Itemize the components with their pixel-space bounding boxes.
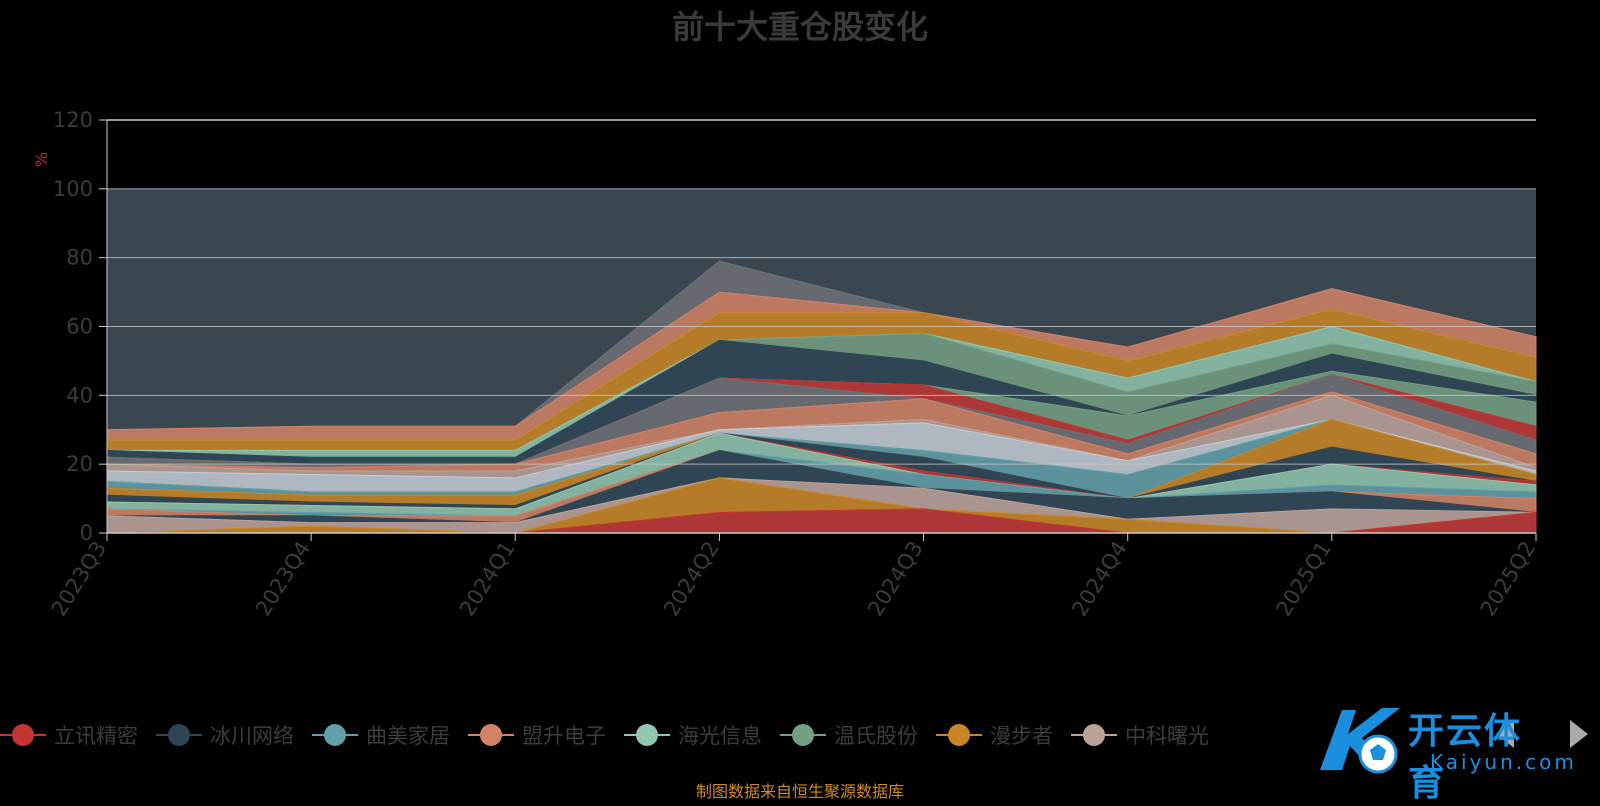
legend-label: 立讯精密 bbox=[54, 724, 138, 748]
legend-marker-icon bbox=[468, 723, 514, 747]
x-tick-labels: 2023Q3 2023Q4 2024Q1 2024Q2 2024Q3 2024Q4 2025… bbox=[47, 537, 1541, 620]
legend-item[interactable]: 立讯精密 bbox=[0, 720, 138, 750]
legend-item[interactable]: 曲美家居 bbox=[312, 720, 450, 750]
legend-label: 漫步者 bbox=[990, 724, 1053, 748]
legend-marker-icon bbox=[156, 723, 202, 747]
legend-label: 盟升电子 bbox=[522, 724, 606, 748]
legend-marker-icon bbox=[780, 723, 826, 747]
legend-marker-icon bbox=[0, 723, 46, 747]
chart-title: 前十大重仓股变化 bbox=[671, 8, 928, 46]
watermark: 开云体育 Kaiyun.com bbox=[1312, 700, 1574, 804]
x-tick-label: 2024Q1 bbox=[455, 537, 520, 620]
source-note: 制图数据来自恒生聚源数据库 bbox=[695, 782, 904, 801]
x-tick-label: 2024Q2 bbox=[659, 537, 724, 620]
legend-next-arrow-icon[interactable] bbox=[1570, 720, 1588, 748]
gridlines bbox=[107, 119, 1536, 465]
x-tick-label: 2023Q4 bbox=[251, 537, 316, 620]
y-axis-label: % bbox=[32, 151, 52, 168]
legend-item[interactable]: 海光信息 bbox=[624, 720, 762, 750]
legend-label: 中科曙光 bbox=[1125, 724, 1209, 748]
legend-marker-icon bbox=[1071, 723, 1117, 747]
y-tick-label: 80 bbox=[66, 246, 93, 270]
legend[interactable]: 立讯精密 冰川网络 曲美家居 盟升电子 海光信息 温氏股份 漫步者 中科曙光 bbox=[0, 718, 1560, 752]
y-tick-label: 0 bbox=[80, 521, 93, 545]
y-tick-label: 40 bbox=[66, 383, 93, 407]
x-tick-label: 2024Q4 bbox=[1067, 537, 1132, 620]
watermark-subtitle: Kaiyun.com bbox=[1430, 750, 1577, 774]
x-tick-label: 2025Q2 bbox=[1476, 537, 1541, 620]
legend-item[interactable]: 中科曙光 bbox=[1071, 720, 1209, 750]
legend-item[interactable]: 温氏股份 bbox=[780, 720, 918, 750]
legend-label: 海光信息 bbox=[678, 724, 762, 748]
legend-marker-icon bbox=[936, 723, 982, 747]
legend-marker-icon bbox=[312, 723, 358, 747]
x-tick-label: 2024Q3 bbox=[863, 537, 928, 620]
x-tick-label: 2023Q3 bbox=[47, 537, 112, 620]
legend-prev-arrow-icon[interactable] bbox=[1496, 720, 1514, 748]
stacked-areas bbox=[106, 260, 1537, 534]
legend-marker-icon bbox=[624, 723, 670, 747]
watermark-brand: 开云体育 bbox=[1408, 711, 1523, 804]
legend-label: 冰川网络 bbox=[210, 724, 294, 748]
legend-item[interactable]: 盟升电子 bbox=[468, 720, 606, 750]
y-tick-label: 60 bbox=[66, 315, 93, 339]
legend-item[interactable]: 冰川网络 bbox=[156, 720, 294, 750]
y-tick-label: 100 bbox=[53, 177, 93, 201]
y-tick-label: 120 bbox=[53, 108, 93, 132]
legend-label: 曲美家居 bbox=[366, 724, 450, 748]
axes bbox=[99, 119, 1537, 541]
legend-item[interactable]: 漫步者 bbox=[936, 720, 1053, 750]
y-tick-labels: 0 20 40 60 80 100 120 bbox=[53, 108, 93, 545]
legend-label: 温氏股份 bbox=[834, 724, 918, 748]
x-tick-label: 2025Q1 bbox=[1272, 537, 1337, 620]
y-tick-label: 20 bbox=[66, 452, 93, 476]
watermark-logo-icon bbox=[1320, 708, 1400, 774]
